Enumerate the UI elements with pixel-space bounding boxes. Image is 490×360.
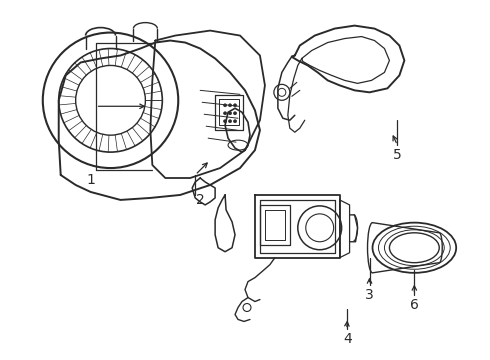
Circle shape <box>223 104 226 107</box>
Circle shape <box>228 120 232 123</box>
Circle shape <box>234 120 237 123</box>
Circle shape <box>234 112 237 115</box>
Text: 2: 2 <box>196 193 204 207</box>
Text: 5: 5 <box>393 148 402 162</box>
Circle shape <box>228 112 232 115</box>
Text: 1: 1 <box>86 173 95 187</box>
Circle shape <box>223 120 226 123</box>
Circle shape <box>234 104 237 107</box>
Circle shape <box>223 112 226 115</box>
Text: 4: 4 <box>343 332 352 346</box>
Text: 3: 3 <box>365 288 374 302</box>
Text: 6: 6 <box>410 297 419 311</box>
Circle shape <box>228 104 232 107</box>
